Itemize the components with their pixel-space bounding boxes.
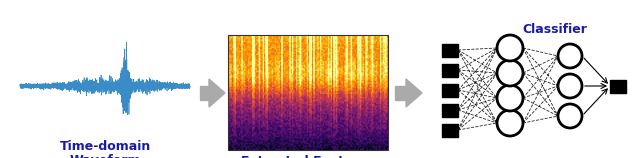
Bar (228, 35, 388, 150)
Circle shape (558, 74, 582, 98)
Bar (610, 79, 626, 92)
Bar (442, 64, 458, 76)
Bar (442, 103, 458, 116)
Circle shape (497, 85, 523, 111)
Polygon shape (406, 79, 422, 107)
Polygon shape (209, 79, 225, 107)
Text: Extracted Features: Extracted Features (241, 155, 375, 158)
Circle shape (497, 35, 523, 61)
Circle shape (497, 110, 523, 136)
Bar (442, 124, 458, 137)
Text: Classifier: Classifier (523, 23, 588, 36)
Bar (442, 43, 458, 57)
Bar (442, 83, 458, 97)
Circle shape (497, 60, 523, 86)
Bar (200, 86, 209, 100)
Circle shape (558, 104, 582, 128)
Bar (395, 86, 406, 100)
Text: Time-domain
Waveform: Time-domain Waveform (60, 140, 150, 158)
Circle shape (558, 44, 582, 68)
